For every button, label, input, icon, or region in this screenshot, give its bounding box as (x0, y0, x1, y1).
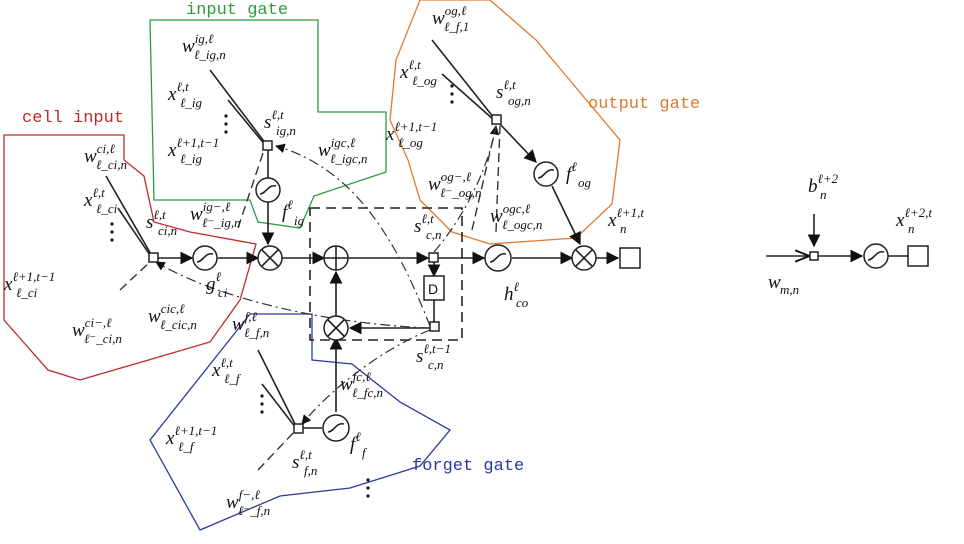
cell-input-region (3, 134, 257, 381)
label-x-f: xℓ,t ℓ_f (211, 355, 242, 386)
ellipsis-ci (110, 222, 114, 242)
fan-f-2 (261, 383, 297, 429)
activation-f-f-curve (327, 422, 345, 433)
activation-f-og-curve (537, 168, 555, 179)
label-x-ci: xℓ,t ℓ_ci (83, 185, 118, 216)
multiply-og-x (575, 249, 593, 267)
peephole-igc (275, 143, 431, 327)
ellipsis-f (260, 394, 264, 414)
label-x-next: xℓ+2,t n (895, 205, 932, 236)
fan-ig-1 (209, 69, 267, 145)
label-x-ig: xℓ,t ℓ_ig (167, 79, 203, 110)
next-activation-curve (867, 250, 885, 261)
label-s-ig: sℓ,t ig,n (264, 107, 296, 138)
label-s-og: sℓ,t og,n (496, 77, 531, 108)
label-w-ci: wci,ℓ ℓ_ci,n (84, 141, 127, 172)
cell-state-node (428, 252, 439, 263)
label-w-fc: wfc,ℓ ℓ_fc,n (340, 369, 383, 400)
fan-f-1 (257, 349, 297, 427)
delay-box (423, 275, 445, 301)
label-w-og: wog,ℓ ℓ_f,1 (432, 3, 469, 34)
label-s-f: sℓ,t f,n (292, 447, 317, 478)
label-x-og: xℓ,t ℓ_og (399, 57, 437, 88)
fan-og-1 (431, 39, 495, 119)
dash-og-in (471, 125, 497, 231)
path-fog-mul (551, 185, 581, 246)
label-b-next: bℓ+2 n (808, 171, 839, 202)
label-x-og-prev: xℓ+1,t−1 ℓ_og (385, 119, 437, 150)
activation-f-ig (255, 177, 281, 203)
multiply-f-x (327, 319, 345, 337)
label-w-f: wf,ℓ ℓ_f,n (232, 309, 269, 340)
peephole-fc (301, 329, 431, 425)
fan-ci-2 (117, 207, 153, 259)
cell-input-title: cell input (22, 109, 124, 128)
path-sog-fog (497, 121, 537, 163)
output-gate-title: output gate (588, 95, 700, 114)
sum-node-ig (262, 140, 273, 151)
activation-h-co-curve (489, 252, 507, 263)
label-w-ig: wig,ℓ ℓ_ig,n (182, 31, 226, 62)
label-s-c-prev: sℓ,t−1 c,n (416, 341, 451, 372)
label-h-co: hℓ co (504, 279, 529, 310)
delay-label: D (428, 281, 438, 297)
sum-node-og (491, 114, 502, 125)
output-square (619, 247, 641, 269)
fan-ci-1 (105, 175, 153, 257)
label-x-f-prev: xℓ+1,t−1 ℓ_f (165, 423, 217, 454)
activation-g-ci-curve (196, 252, 214, 263)
cell-prev-node (429, 321, 440, 332)
add-node-plus (324, 246, 348, 270)
label-f-og: fℓog (566, 159, 592, 190)
peephole-ogc (433, 125, 500, 253)
activation-f-ig-curve (259, 184, 277, 195)
activation-f-f (322, 414, 350, 442)
label-x-out: xℓ+1,t n (607, 205, 644, 236)
label-w-f-minus: wf−,ℓ ℓ⁻_f,n (226, 487, 270, 518)
forget-gate-title: forget gate (412, 457, 524, 476)
activation-h-co (484, 244, 512, 272)
label-x-ig-prev: xℓ+1,t−1 ℓ_ig (167, 135, 219, 166)
activation-f-og (533, 161, 559, 187)
cell-state-box (309, 207, 463, 341)
ellipsis-ig (224, 114, 228, 134)
next-activation (863, 243, 889, 269)
label-g-ci: gℓ ci (206, 269, 228, 300)
fan-ig-2 (227, 99, 267, 147)
ellipsis-bottom (366, 478, 370, 498)
next-output-square (907, 245, 929, 267)
label-w-ci-minus: wci−,ℓ ℓ⁻_ci,n (72, 315, 122, 346)
label-w-ig-minus: wig−,ℓ ℓ⁻_ig,n (190, 199, 241, 230)
label-s-ci: sℓ,t ci,n (146, 207, 177, 238)
forget-gate-region (149, 313, 452, 531)
next-sum-node (809, 251, 819, 261)
math-labels: wig,ℓ ℓ_ig,n xℓ,t ℓ_ig sℓ,t ig,n wigc,ℓ ℓ_igc,n… (3, 3, 932, 518)
dash-ci-in (119, 259, 153, 291)
activation-g-ci (192, 245, 218, 271)
input-gate-title: input gate (186, 1, 288, 20)
label-w-mn: wm,n (768, 272, 799, 297)
input-gate-region (149, 19, 387, 229)
peephole-cic (155, 261, 431, 329)
label-s-c: sℓ,t c,n (414, 211, 442, 242)
ellipsis-og (450, 84, 454, 104)
label-w-og-minus: wog−,ℓ ℓ⁻_og,n (428, 169, 482, 200)
label-w-cic: wcic,ℓ ℓ_cic,n (148, 301, 197, 332)
dash-og-ogc (495, 125, 501, 233)
multiply-ig-x (261, 249, 279, 267)
label-w-igc: wigc,ℓ ℓ_igc,n (318, 135, 368, 166)
label-f-f: fℓf (350, 429, 368, 460)
sum-node-ci (148, 252, 159, 263)
sum-node-f (293, 423, 304, 434)
label-w-ogc: wogc,ℓ ℓ_ogc,n (490, 201, 542, 232)
fan-og-2 (441, 73, 495, 121)
output-gate-region (389, 0, 621, 245)
dash-f-in (257, 429, 297, 471)
label-x-ci-prev: xℓ+1,t−1 ℓ_ci (3, 269, 55, 300)
label-f-ig: fℓig (282, 197, 305, 228)
